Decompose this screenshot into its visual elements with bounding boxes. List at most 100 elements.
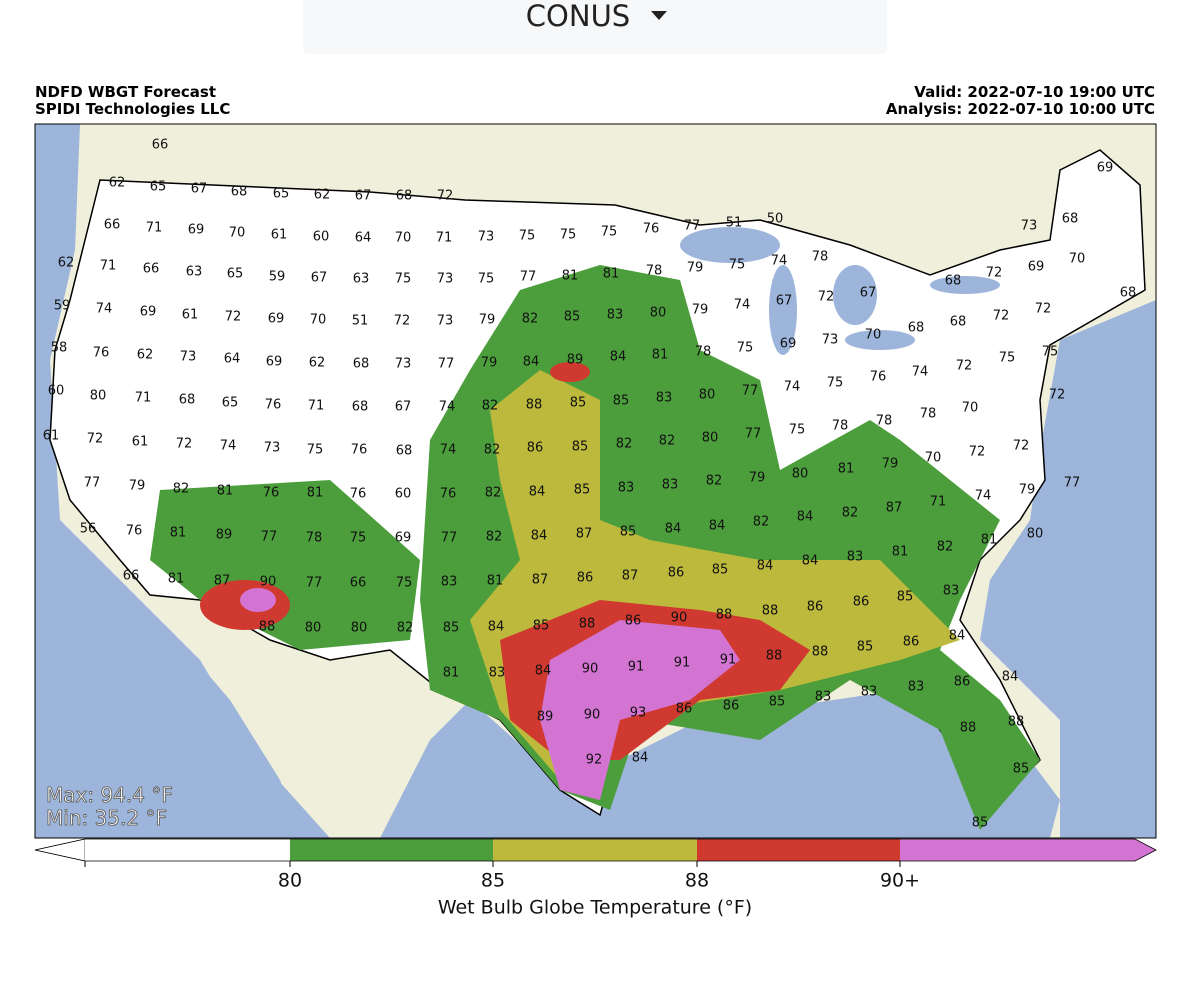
station-value: 74	[784, 380, 801, 395]
station-value: 65	[222, 396, 239, 411]
station-value: 73	[395, 357, 412, 372]
station-value: 85	[897, 590, 914, 605]
station-value: 66	[123, 569, 140, 584]
station-value: 84	[802, 554, 819, 569]
station-value: 78	[306, 531, 323, 546]
station-value: 69	[780, 337, 797, 352]
station-value: 86	[577, 571, 594, 586]
station-value: 70	[395, 231, 412, 246]
station-value: 79	[692, 303, 709, 318]
station-value: 93	[630, 706, 647, 721]
station-value: 51	[726, 216, 743, 231]
station-value: 75	[737, 341, 754, 356]
station-value: 81	[217, 484, 234, 499]
station-value: 88	[259, 620, 276, 635]
station-value: 80	[351, 621, 368, 636]
pacific	[35, 124, 330, 838]
station-value: 69	[1028, 260, 1045, 275]
station-value: 81	[168, 572, 185, 587]
station-value: 85	[572, 440, 589, 455]
station-value: 85	[570, 396, 587, 411]
station-value: 70	[925, 451, 942, 466]
station-value: 84	[757, 559, 774, 574]
station-value: 92	[586, 753, 603, 768]
station-value: 86	[903, 635, 920, 650]
dropdown[interactable]	[303, 0, 887, 54]
station-value: 86	[676, 702, 693, 717]
station-value: 70	[310, 313, 327, 328]
station-value: 75	[396, 576, 413, 591]
station-value: 64	[224, 352, 241, 367]
station-value: 75	[519, 229, 536, 244]
station-value: 50	[767, 212, 784, 227]
station-value: 74	[975, 489, 992, 504]
station-value: 82	[397, 621, 414, 636]
station-value: 80	[702, 431, 719, 446]
station-value: 72	[87, 432, 104, 447]
station-value: 75	[999, 351, 1016, 366]
gulf	[380, 690, 1060, 838]
station-value: 74	[771, 254, 788, 269]
station-value: 71	[308, 399, 325, 414]
station-value: 70	[865, 328, 882, 343]
atlantic	[980, 300, 1156, 838]
station-value: 86	[723, 699, 740, 714]
colorbar-title: Wet Bulb Globe Temperature (°F)	[438, 897, 752, 919]
station-value: 67	[776, 294, 793, 309]
station-value: 68	[231, 185, 248, 200]
station-value: 78	[695, 345, 712, 360]
title: NDFD WBGT Forecast	[35, 83, 216, 101]
station-value: 85	[533, 619, 550, 634]
station-value: 83	[441, 575, 458, 590]
station-value: 77	[1064, 476, 1081, 491]
station-value: 68	[352, 400, 369, 415]
zone-90-az	[240, 588, 276, 612]
station-value: 69	[1097, 161, 1114, 176]
station-value: 76	[440, 487, 457, 502]
station-value: 82	[753, 515, 770, 530]
lake-michigan	[769, 265, 797, 355]
station-value: 85	[712, 563, 729, 578]
station-value: 73	[437, 314, 454, 329]
station-value: 77	[84, 476, 101, 491]
lake-huron	[833, 265, 877, 325]
station-value: 66	[143, 262, 160, 277]
region-selector[interactable]: CONUS	[303, 0, 887, 54]
station-value: 61	[132, 435, 149, 450]
station-value: 83	[489, 666, 506, 681]
station-value: 75	[729, 258, 746, 273]
station-value: 80	[90, 389, 107, 404]
station-value: 78	[876, 414, 893, 429]
station-value: 68	[396, 189, 413, 204]
dropdown-label[interactable]: CONUS	[526, 0, 630, 33]
station-value: 65	[273, 187, 290, 202]
colorbar-tick-label: 80	[278, 870, 302, 892]
station-value: 79	[1019, 483, 1036, 498]
station-value: 79	[129, 479, 146, 494]
station-value: 76	[351, 443, 368, 458]
station-value: 91	[720, 653, 737, 668]
station-value: 74	[439, 400, 456, 415]
lake-superior	[680, 227, 780, 263]
station-value: 72	[176, 437, 193, 452]
station-value: 80	[792, 467, 809, 482]
colorbar-tick-label: 85	[481, 870, 505, 892]
station-value: 71	[146, 221, 163, 236]
station-value: 75	[478, 272, 495, 287]
station-value: 81	[170, 526, 187, 541]
station-value: 78	[812, 250, 829, 265]
station-value: 62	[309, 356, 326, 371]
station-value: 72	[986, 266, 1003, 281]
map-frame	[34, 123, 1157, 839]
station-value: 83	[943, 584, 960, 599]
station-value: 88	[762, 604, 779, 619]
station-value: 72	[394, 314, 411, 329]
station-value: 87	[214, 574, 231, 589]
station-value: 85	[564, 310, 581, 325]
station-value: 66	[104, 218, 121, 233]
caret[interactable]	[651, 11, 667, 20]
colorbar-segment	[493, 839, 697, 861]
max-label: Max: 94.4 °F	[46, 783, 173, 807]
station-value: 82	[706, 474, 723, 489]
station-value: 84	[531, 529, 548, 544]
